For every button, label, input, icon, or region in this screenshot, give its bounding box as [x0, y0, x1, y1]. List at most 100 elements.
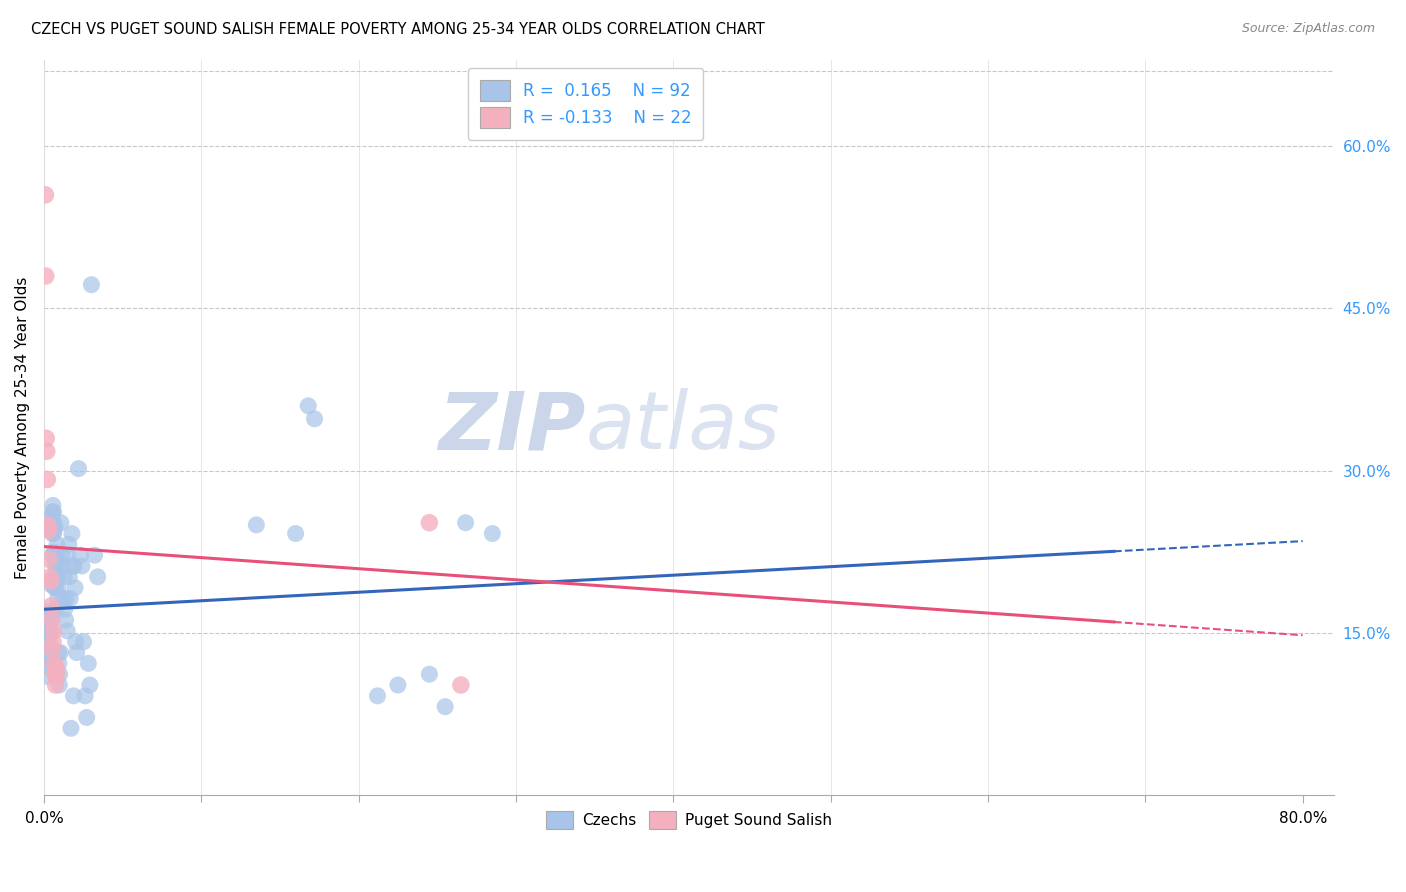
Point — [53, 570, 76, 584]
Point — [42, 634, 65, 648]
Point — [39, 599, 62, 613]
Point — [79, 678, 101, 692]
Point — [366, 689, 388, 703]
Point — [46, 581, 69, 595]
Point — [39, 624, 62, 638]
Point — [46, 537, 69, 551]
Text: Source: ZipAtlas.com: Source: ZipAtlas.com — [1241, 22, 1375, 36]
Point — [418, 516, 440, 530]
Point — [45, 570, 67, 584]
Point — [37, 669, 59, 683]
Point — [34, 187, 56, 202]
Point — [45, 570, 67, 584]
Point — [38, 570, 60, 584]
Point — [51, 548, 73, 562]
Point — [38, 552, 60, 566]
Point — [63, 581, 86, 595]
Point — [434, 699, 457, 714]
Point — [45, 661, 67, 675]
Point — [58, 570, 80, 584]
Point — [56, 548, 79, 562]
Point — [44, 556, 66, 570]
Point — [45, 667, 67, 681]
Point — [37, 517, 59, 532]
Y-axis label: Female Poverty Among 25-34 Year Olds: Female Poverty Among 25-34 Year Olds — [15, 277, 30, 579]
Point — [48, 657, 70, 671]
Point — [45, 559, 67, 574]
Point — [62, 559, 84, 574]
Point — [35, 632, 58, 646]
Point — [44, 548, 66, 562]
Point — [454, 516, 477, 530]
Point — [60, 526, 83, 541]
Point — [46, 591, 69, 606]
Point — [38, 628, 60, 642]
Point — [41, 509, 63, 524]
Point — [35, 431, 58, 445]
Point — [48, 646, 70, 660]
Text: atlas: atlas — [586, 389, 780, 467]
Point — [56, 624, 79, 638]
Point — [59, 721, 82, 735]
Point — [77, 657, 100, 671]
Point — [44, 678, 66, 692]
Point — [35, 653, 58, 667]
Point — [297, 399, 319, 413]
Point — [49, 516, 72, 530]
Point — [37, 624, 59, 638]
Point — [39, 607, 62, 621]
Point — [55, 591, 77, 606]
Point — [37, 472, 59, 486]
Point — [284, 526, 307, 541]
Point — [37, 628, 59, 642]
Point — [34, 642, 56, 657]
Point — [42, 499, 65, 513]
Point — [42, 505, 65, 519]
Point — [42, 516, 65, 530]
Point — [49, 646, 72, 660]
Point — [86, 570, 108, 584]
Point — [46, 559, 69, 574]
Point — [245, 517, 267, 532]
Point — [59, 591, 82, 606]
Point — [38, 661, 60, 675]
Legend: Czechs, Puget Sound Salish: Czechs, Puget Sound Salish — [540, 805, 838, 836]
Point — [387, 678, 409, 692]
Point — [58, 537, 80, 551]
Point — [44, 581, 66, 595]
Point — [39, 639, 62, 653]
Point — [65, 634, 87, 648]
Point — [41, 517, 63, 532]
Point — [72, 634, 94, 648]
Point — [80, 277, 103, 292]
Point — [55, 613, 77, 627]
Point — [42, 523, 65, 537]
Point — [42, 526, 65, 541]
Point — [51, 559, 73, 574]
Point — [38, 610, 60, 624]
Point — [38, 648, 60, 662]
Point — [83, 548, 105, 562]
Point — [39, 577, 62, 591]
Point — [41, 526, 63, 541]
Point — [304, 412, 326, 426]
Point — [38, 604, 60, 618]
Point — [39, 613, 62, 627]
Point — [38, 621, 60, 635]
Point — [69, 548, 91, 562]
Point — [45, 548, 67, 562]
Point — [38, 523, 60, 537]
Point — [44, 602, 66, 616]
Point — [62, 689, 84, 703]
Point — [35, 268, 58, 283]
Point — [42, 505, 65, 519]
Point — [481, 526, 503, 541]
Point — [53, 602, 76, 616]
Point — [44, 657, 66, 671]
Point — [41, 613, 63, 627]
Point — [35, 444, 58, 458]
Point — [75, 689, 97, 703]
Point — [67, 461, 90, 475]
Point — [44, 581, 66, 595]
Point — [70, 559, 93, 574]
